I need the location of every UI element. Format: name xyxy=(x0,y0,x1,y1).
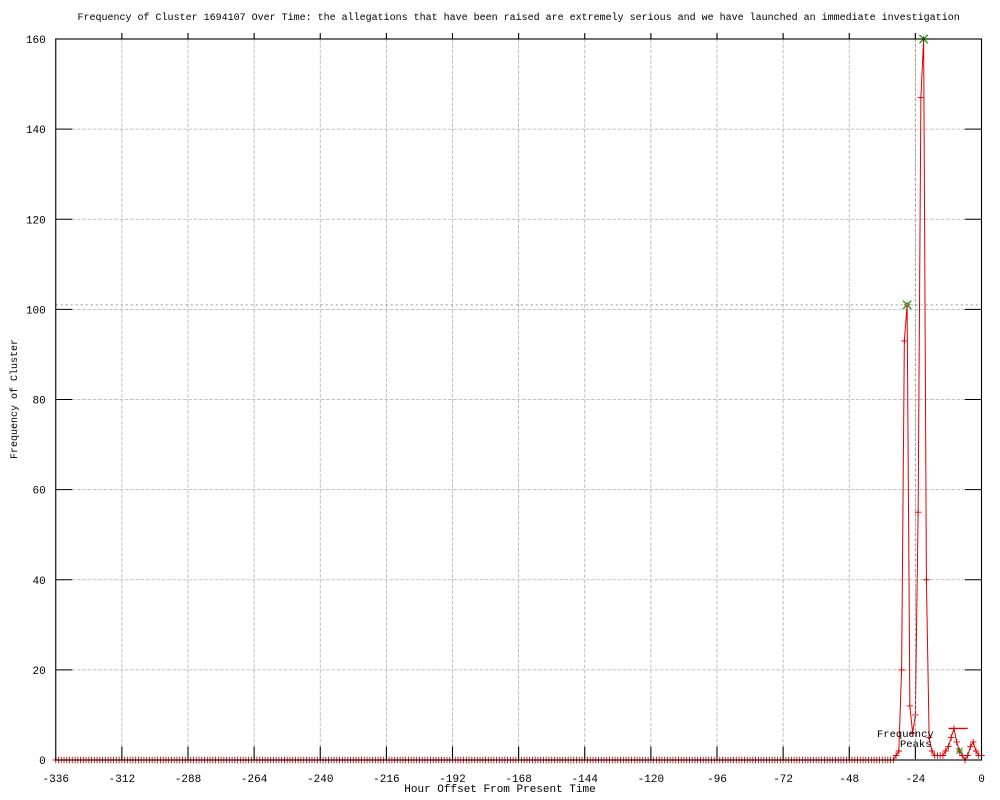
svg-text:40: 40 xyxy=(33,576,46,588)
svg-text:60: 60 xyxy=(33,486,46,498)
svg-text:80: 80 xyxy=(33,396,46,408)
svg-text:0: 0 xyxy=(39,756,46,768)
svg-text:20: 20 xyxy=(33,666,46,678)
svg-text:Peaks: Peaks xyxy=(900,739,932,751)
